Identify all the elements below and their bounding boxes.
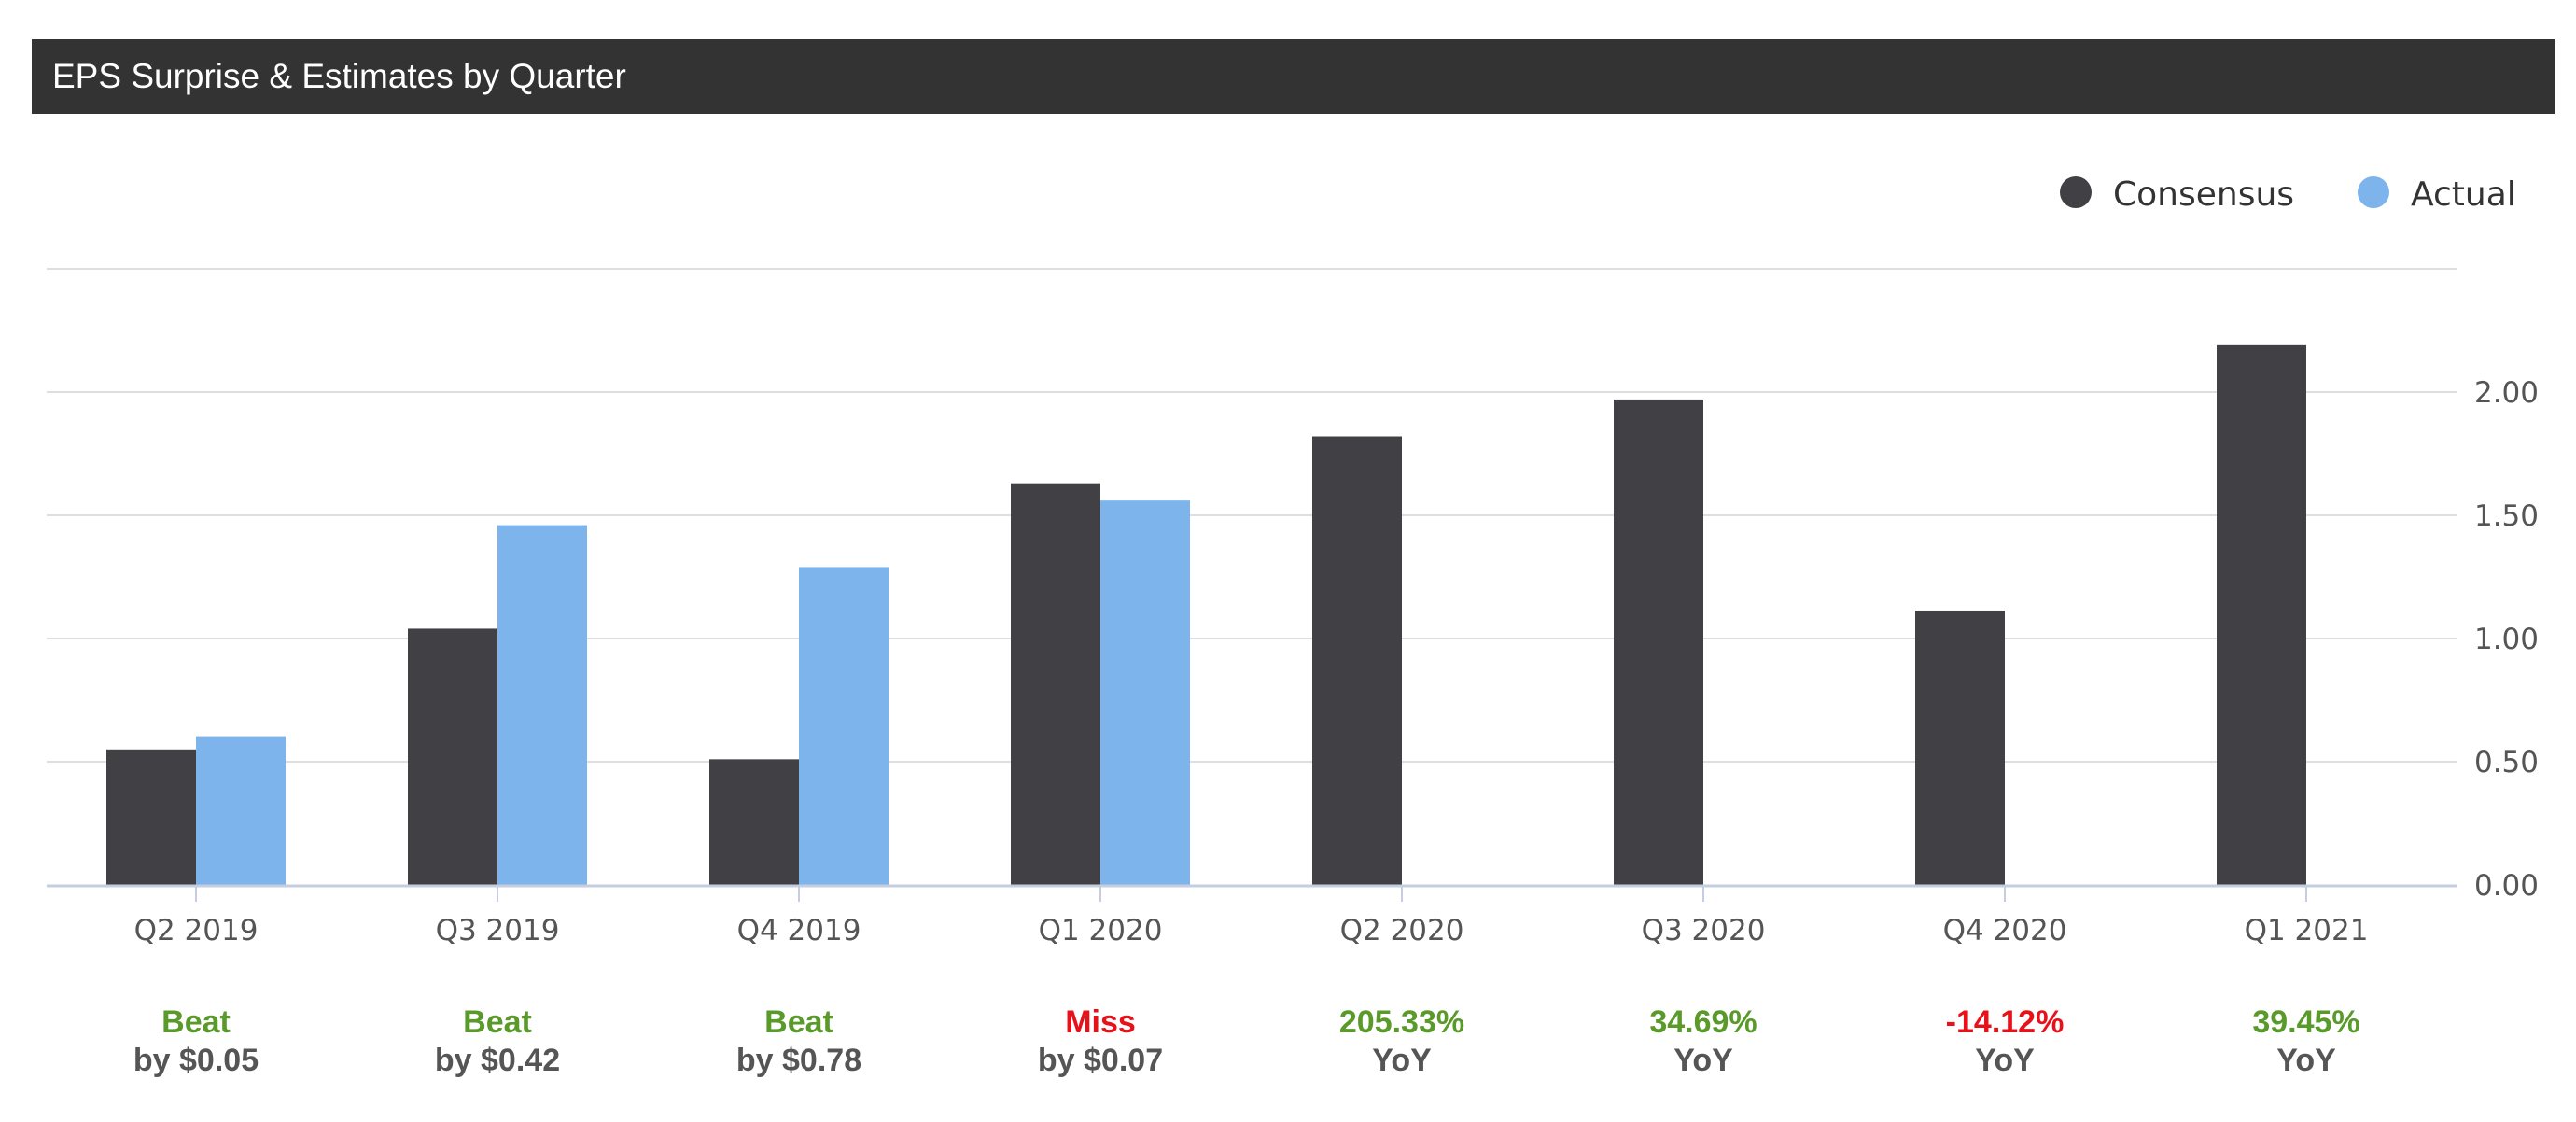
surprise-result: Beat xyxy=(463,1004,532,1040)
y-tick-label: 1.50 xyxy=(2474,499,2539,533)
bar-consensus xyxy=(709,759,799,885)
surprise-result: 39.45% xyxy=(2252,1004,2359,1040)
surprise-result: 34.69% xyxy=(1649,1004,1757,1040)
surprise-result: -14.12% xyxy=(1946,1004,2065,1040)
bar-actual xyxy=(497,525,587,885)
bar-consensus xyxy=(1312,436,1402,885)
bar-consensus xyxy=(106,749,196,885)
surprise-detail: by $0.05 xyxy=(133,1043,259,1078)
legend-label-consensus[interactable]: Consensus xyxy=(2113,175,2294,214)
surprise-detail: YoY xyxy=(1673,1043,1733,1078)
bar-consensus xyxy=(1915,610,2005,885)
bar-consensus xyxy=(1011,483,1100,885)
legend[interactable]: Consensus Actual xyxy=(2060,175,2516,214)
chart-title: EPS Surprise & Estimates by Quarter xyxy=(52,57,626,95)
surprise-result: 205.33% xyxy=(1339,1004,1464,1040)
bar-actual xyxy=(196,736,286,885)
y-axis: 0.00 0.50 1.00 1.50 2.00 xyxy=(2474,376,2539,903)
legend-marker-consensus[interactable] xyxy=(2060,176,2092,208)
bar-consensus xyxy=(2217,344,2306,886)
x-tick-label: Q4 2020 xyxy=(1943,914,2067,947)
surprise-result: Miss xyxy=(1065,1004,1136,1040)
bars xyxy=(106,344,2306,886)
surprise-detail: YoY xyxy=(1975,1043,2035,1078)
surprise-detail: by $0.07 xyxy=(1038,1043,1163,1078)
legend-marker-actual[interactable] xyxy=(2358,176,2389,208)
bar-consensus xyxy=(408,628,497,885)
x-tick-label: Q2 2020 xyxy=(1340,914,1464,947)
x-tick-label: Q1 2021 xyxy=(2245,914,2369,947)
surprise-detail: by $0.42 xyxy=(435,1043,560,1078)
surprise-result: Beat xyxy=(764,1004,833,1040)
surprise-detail: YoY xyxy=(1372,1043,1432,1078)
chart-title-bar: EPS Surprise & Estimates by Quarter xyxy=(32,39,2555,114)
surprise-detail: by $0.78 xyxy=(736,1043,861,1078)
bar-consensus xyxy=(1614,399,1703,885)
surprise-result: Beat xyxy=(161,1004,231,1040)
y-tick-label: 0.50 xyxy=(2474,746,2539,779)
x-tick-label: Q3 2020 xyxy=(1642,914,1766,947)
legend-label-actual[interactable]: Actual xyxy=(2411,175,2516,214)
x-tick-label: Q4 2019 xyxy=(737,914,861,947)
bar-actual xyxy=(1100,500,1190,885)
y-tick-label: 2.00 xyxy=(2474,376,2539,410)
y-tick-label: 1.00 xyxy=(2474,623,2539,656)
x-axis: Q2 2019 Q3 2019 Q4 2019 Q1 2020 Q2 2020 Q3 20… xyxy=(47,884,2457,947)
y-tick-label: 0.00 xyxy=(2474,869,2539,903)
x-tick-label: Q3 2019 xyxy=(436,914,560,947)
x-tick-label: Q2 2019 xyxy=(134,914,259,947)
surprise-detail: YoY xyxy=(2276,1043,2336,1078)
bar-actual xyxy=(799,567,889,885)
x-tick-label: Q1 2020 xyxy=(1039,914,1163,947)
